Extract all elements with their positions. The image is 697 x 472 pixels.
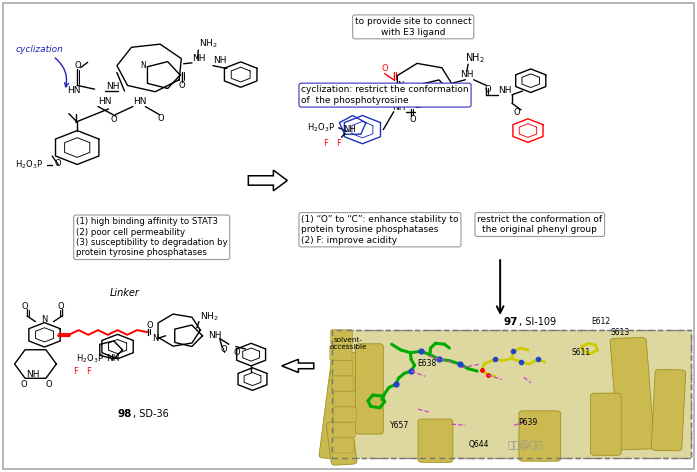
Text: , SD-36: , SD-36: [133, 409, 169, 419]
Text: (1) “O” to “C”: enhance stability to
protein tyrosine phosphatases
(2) F: improv: (1) “O” to “C”: enhance stability to pro…: [301, 215, 459, 244]
FancyBboxPatch shape: [319, 352, 361, 459]
Text: NH: NH: [213, 57, 227, 66]
Text: 知乎@仿惑: 知乎@仿惑: [507, 440, 543, 450]
Text: F: F: [336, 139, 341, 148]
FancyBboxPatch shape: [651, 370, 686, 451]
Text: Q644: Q644: [469, 440, 489, 449]
Text: NH: NH: [460, 70, 473, 79]
Text: (1) high binding affinity to STAT3
(2) poor cell permeability
(3) susceptibility: (1) high binding affinity to STAT3 (2) p…: [76, 217, 227, 257]
Text: NH: NH: [392, 102, 405, 111]
FancyBboxPatch shape: [332, 376, 354, 391]
Text: H$_2$O$_3$P: H$_2$O$_3$P: [307, 121, 335, 134]
Text: S611: S611: [572, 348, 591, 357]
Text: H$_2$O$_3$P: H$_2$O$_3$P: [76, 352, 104, 364]
Text: N: N: [140, 61, 146, 70]
Text: NH: NH: [343, 125, 355, 134]
Text: O: O: [45, 380, 52, 389]
Text: N: N: [397, 81, 403, 90]
Text: F: F: [73, 367, 78, 376]
Text: solvent-
accessible: solvent- accessible: [330, 337, 367, 350]
Text: P639: P639: [519, 418, 537, 427]
Text: cyclization: cyclization: [16, 45, 64, 54]
Text: NH: NH: [192, 54, 206, 63]
Text: O: O: [111, 115, 117, 124]
FancyBboxPatch shape: [330, 345, 352, 360]
Text: F: F: [86, 367, 91, 376]
Polygon shape: [282, 359, 314, 372]
Text: O: O: [484, 84, 491, 93]
FancyBboxPatch shape: [326, 421, 357, 465]
Text: O: O: [409, 115, 415, 124]
Text: Y657: Y657: [390, 421, 410, 430]
Text: O: O: [54, 159, 61, 168]
Text: O: O: [20, 380, 26, 389]
Text: O: O: [22, 302, 28, 311]
Text: to provide site to connect
with E3 ligand: to provide site to connect with E3 ligan…: [355, 17, 471, 36]
Text: O: O: [147, 321, 153, 330]
Text: O: O: [382, 65, 388, 74]
Text: O: O: [58, 302, 64, 311]
Bar: [332, 330, 691, 458]
Text: , CJ-887: , CJ-887: [138, 245, 175, 255]
Text: HN: HN: [68, 85, 81, 94]
Text: H$_2$O$_3$P: H$_2$O$_3$P: [15, 159, 43, 171]
Text: , SI-109: , SI-109: [519, 317, 556, 327]
Text: O: O: [178, 81, 185, 90]
FancyBboxPatch shape: [610, 337, 654, 450]
Text: 98: 98: [118, 409, 132, 419]
Text: O: O: [514, 108, 520, 117]
Text: 96: 96: [123, 245, 137, 255]
FancyBboxPatch shape: [355, 344, 383, 434]
Text: NH: NH: [26, 371, 40, 379]
Text: NH$_2$: NH$_2$: [199, 311, 218, 323]
Text: N: N: [153, 334, 159, 343]
Text: O: O: [158, 114, 164, 123]
Text: NH$_2$: NH$_2$: [466, 51, 485, 65]
Bar: [332, 330, 691, 458]
Text: E612: E612: [592, 317, 611, 326]
FancyBboxPatch shape: [519, 411, 560, 461]
Text: HN: HN: [98, 97, 112, 106]
Text: cyclization: restrict the conformation
of  the phosphotyrosine: cyclization: restrict the conformation o…: [301, 85, 469, 105]
Text: HN: HN: [133, 97, 146, 106]
Text: N: N: [41, 315, 47, 324]
Text: O: O: [75, 61, 81, 70]
Text: O: O: [220, 346, 227, 354]
FancyBboxPatch shape: [330, 361, 353, 376]
Text: NH$_2$: NH$_2$: [199, 38, 217, 50]
Text: NH: NH: [498, 85, 512, 94]
Text: NH: NH: [107, 354, 120, 363]
Text: 97: 97: [504, 317, 518, 327]
Text: restrict the conformation of
the original phenyl group: restrict the conformation of the origina…: [477, 215, 602, 234]
FancyBboxPatch shape: [590, 393, 621, 455]
FancyBboxPatch shape: [333, 391, 355, 406]
FancyBboxPatch shape: [334, 407, 356, 422]
FancyBboxPatch shape: [333, 422, 355, 438]
FancyBboxPatch shape: [418, 419, 453, 463]
FancyArrowPatch shape: [55, 58, 68, 87]
FancyBboxPatch shape: [332, 438, 354, 453]
FancyBboxPatch shape: [330, 329, 353, 345]
Text: NH: NH: [107, 82, 120, 91]
Text: S613: S613: [610, 328, 629, 337]
Text: F: F: [323, 139, 328, 148]
Text: NH: NH: [208, 331, 222, 340]
Text: E638: E638: [417, 359, 436, 368]
FancyBboxPatch shape: [3, 2, 694, 470]
Text: O: O: [233, 348, 240, 357]
Text: Linker: Linker: [109, 288, 139, 298]
Polygon shape: [248, 170, 287, 191]
